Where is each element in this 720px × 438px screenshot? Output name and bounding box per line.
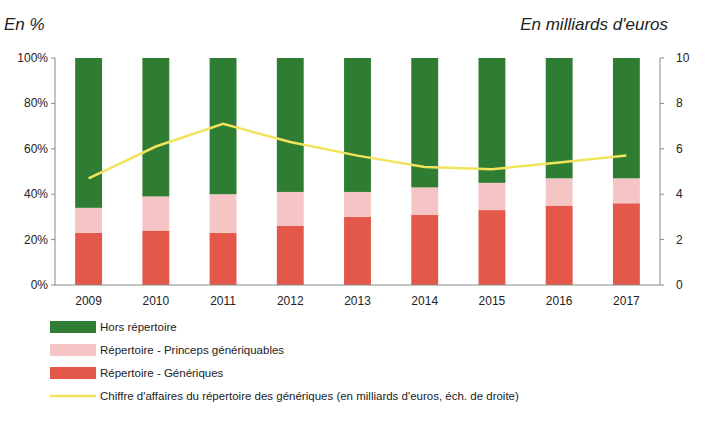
y-tick	[51, 285, 55, 286]
y2-tick	[660, 103, 664, 104]
bar	[546, 206, 573, 285]
y-tick-label: 20%	[24, 233, 48, 247]
bar	[142, 196, 169, 230]
bar	[344, 192, 371, 217]
y2-tick	[660, 194, 664, 195]
bar	[546, 178, 573, 205]
y-tick	[51, 58, 55, 59]
bar	[75, 58, 102, 208]
x-tick-label: 2016	[546, 294, 573, 308]
x-tick-label: 2017	[613, 294, 640, 308]
bar	[613, 58, 640, 178]
legend-swatch	[50, 367, 96, 379]
legend-swatch	[50, 344, 96, 356]
x-axis-line	[55, 285, 660, 286]
x-tick-label: 2014	[411, 294, 438, 308]
y2-tick-label: 4	[676, 187, 683, 201]
y2-tick	[660, 239, 664, 240]
bar	[479, 183, 506, 210]
y-tick	[51, 148, 55, 149]
bar	[479, 58, 506, 183]
bar	[277, 192, 304, 226]
bar	[479, 210, 506, 285]
y-tick-label: 40%	[24, 187, 48, 201]
bar	[411, 187, 438, 214]
bar	[75, 208, 102, 233]
x-tick-label: 2010	[142, 294, 169, 308]
bar	[210, 233, 237, 285]
bar	[142, 58, 169, 196]
x-tick-label: 2013	[344, 294, 371, 308]
chart: En % En milliards d'euros 0% 20% 40% 60% 80% 10…	[0, 0, 720, 438]
plot-area	[75, 58, 640, 285]
bar	[344, 58, 371, 192]
bar	[75, 233, 102, 285]
y2-axis-label: En milliards d'euros	[520, 15, 668, 34]
y2-tick-label: 10	[676, 51, 690, 65]
y-tick-label: 100%	[17, 51, 48, 65]
legend-label: Hors répertoire	[100, 321, 177, 333]
bar	[613, 203, 640, 285]
y-tick-label: 60%	[24, 142, 48, 156]
y-tick	[51, 239, 55, 240]
bar	[142, 231, 169, 285]
legend-label: Répertoire - Génériques	[100, 367, 224, 379]
y2-tick-label: 2	[676, 233, 683, 247]
x-tick-label: 2012	[277, 294, 304, 308]
line	[89, 124, 627, 178]
y2-axis-line	[660, 58, 661, 285]
y2-tick	[660, 285, 664, 286]
y-axis-label: En %	[4, 15, 45, 34]
bar	[277, 58, 304, 192]
legend-swatch	[50, 395, 96, 398]
y-tick	[51, 103, 55, 104]
legend-label: Chiffre d'affaires du répertoire des gén…	[100, 390, 519, 402]
y2-tick	[660, 148, 664, 149]
y-tick-label: 0%	[31, 278, 49, 292]
y2-tick	[660, 58, 664, 59]
x-tick-label: 2009	[75, 294, 102, 308]
bar	[210, 194, 237, 233]
legend-label: Répertoire - Princeps génériquables	[100, 344, 284, 356]
bar	[411, 215, 438, 285]
x-tick-label: 2011	[210, 294, 236, 308]
bar	[344, 217, 371, 285]
y-tick	[51, 194, 55, 195]
bar	[613, 178, 640, 203]
y-axis-line	[55, 58, 56, 285]
y-tick-label: 80%	[24, 96, 48, 110]
bar	[277, 226, 304, 285]
y2-tick-label: 8	[676, 96, 683, 110]
y2-tick-label: 0	[676, 278, 683, 292]
x-tick-label: 2015	[479, 294, 506, 308]
y2-tick-label: 6	[676, 142, 683, 156]
legend-swatch	[50, 321, 96, 333]
